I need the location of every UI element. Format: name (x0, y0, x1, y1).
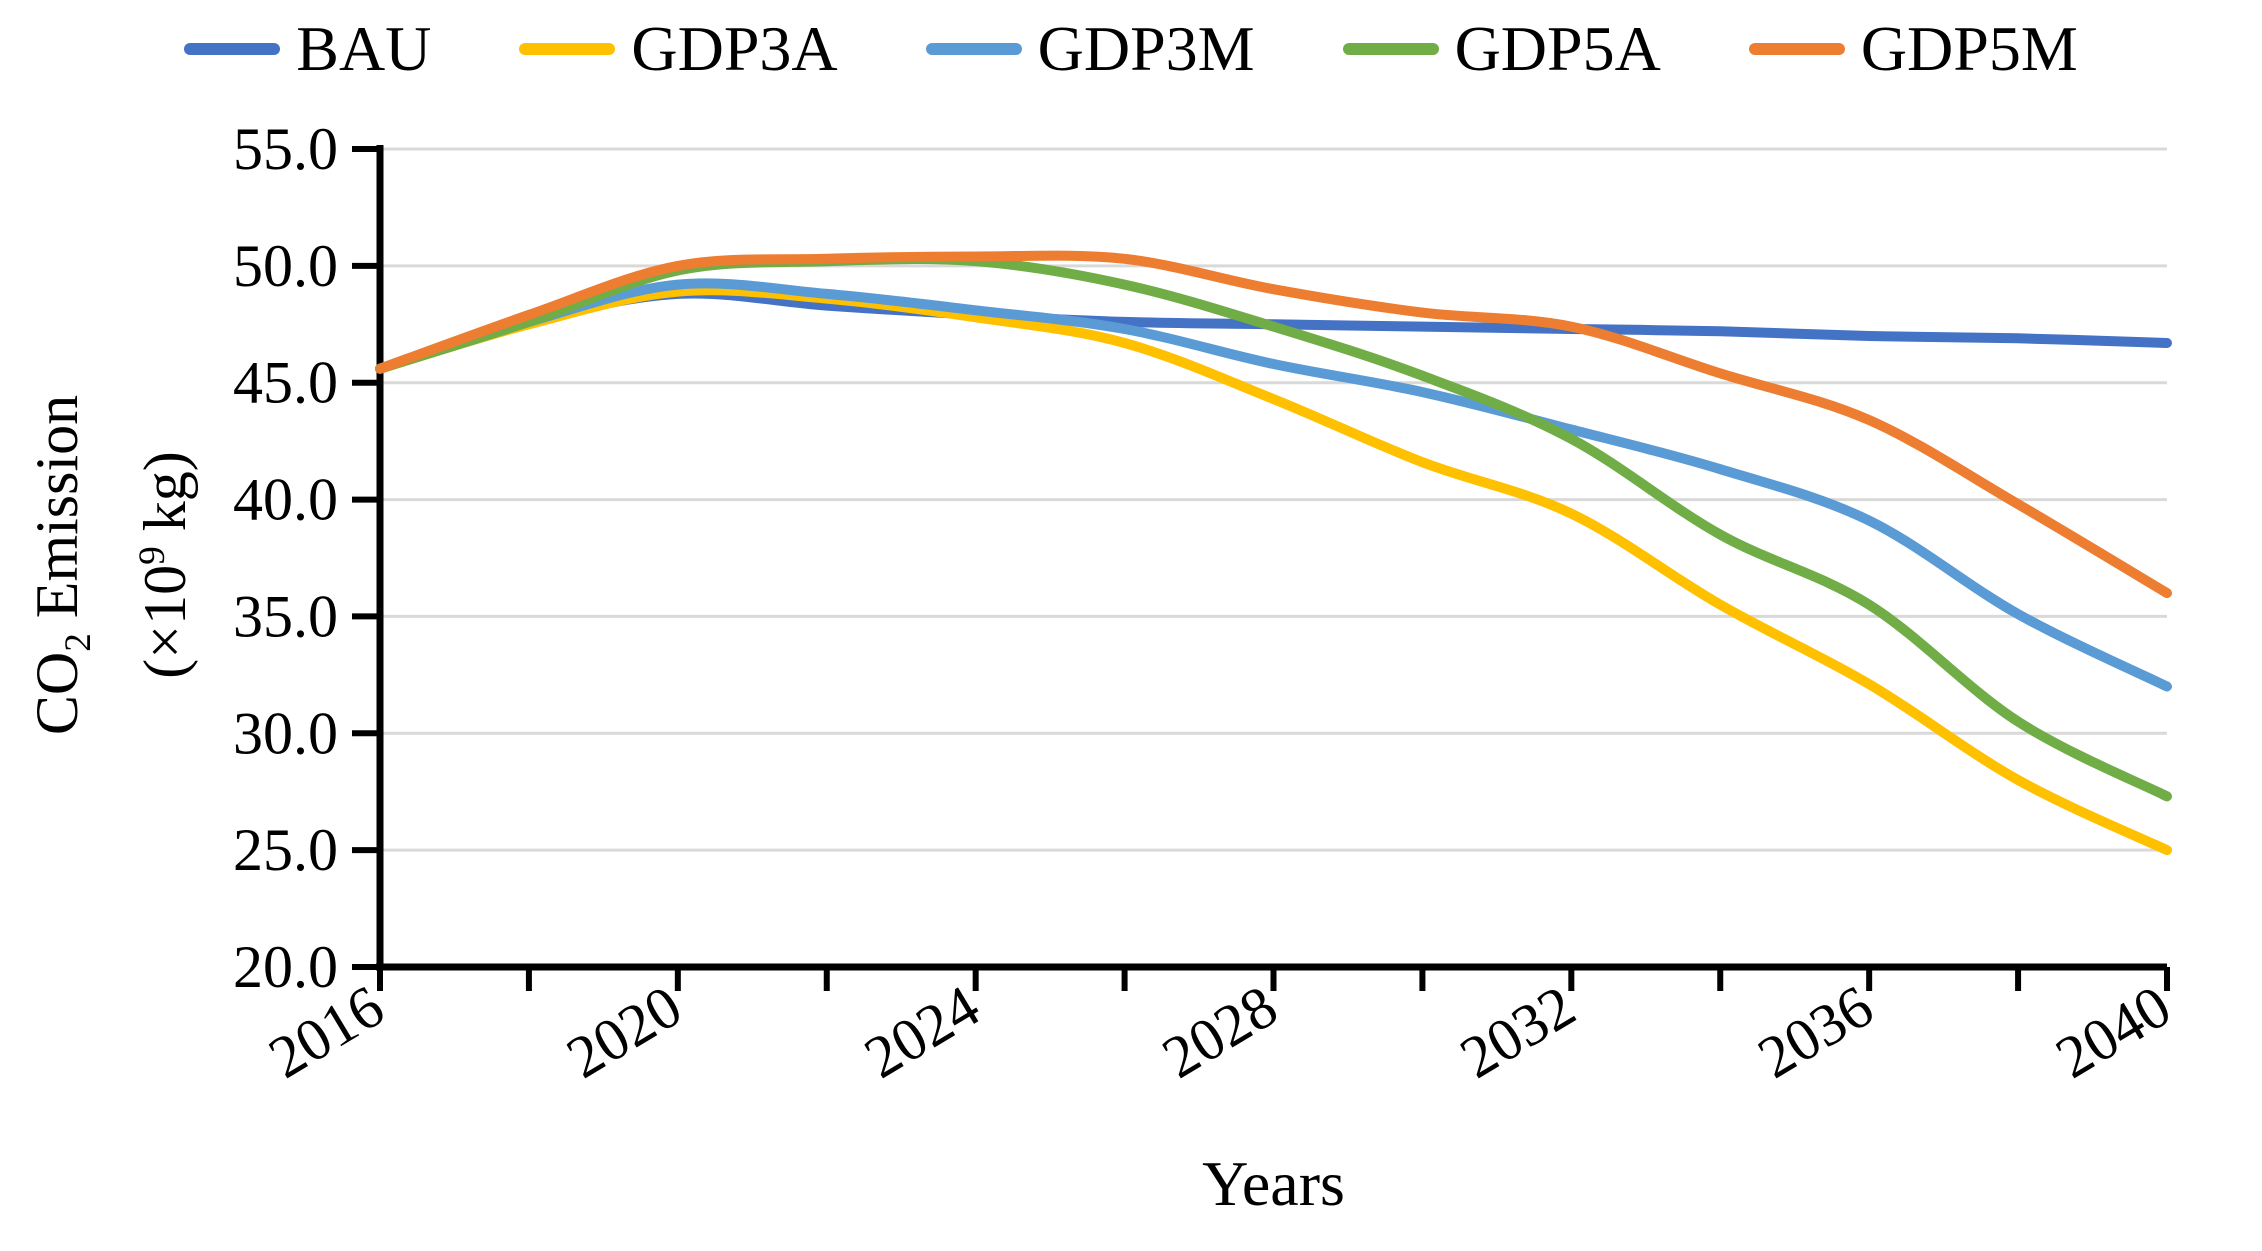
x-tick-label: 2028 (1151, 973, 1288, 1091)
y-tick-label: 35.0 (233, 583, 338, 649)
legend-item-GDP3M: GDP3M (925, 13, 1255, 84)
x-tick-label: 2036 (1747, 973, 1884, 1091)
legend-item-GDP3A: GDP3A (519, 13, 838, 84)
legend-line-swatch-GDP5A (1342, 43, 1439, 55)
legend-label-GDP3M: GDP3M (1037, 13, 1255, 84)
series-line-GDP3M (375, 278, 2172, 692)
y-axis-title: CO2 Emission (×109 kg) (20, 185, 198, 945)
legend-item-GDP5A: GDP5A (1342, 13, 1661, 84)
x-axis-title: Years (1202, 1148, 1345, 1219)
legend-label-GDP5M: GDP5M (1860, 13, 2078, 84)
legend-item-GDP5M: GDP5M (1748, 13, 2078, 84)
y-tick-label: 55.0 (233, 116, 338, 182)
co2-subscript: 2 (58, 633, 99, 652)
legend-line-swatch-GDP5M (1748, 43, 1845, 55)
y-axis-title-line1: CO2 Emission (24, 394, 99, 736)
legend-line-swatch-GDP3M (925, 43, 1022, 55)
x-tick-label: 2032 (1449, 973, 1586, 1091)
x-tick-label: 2020 (556, 973, 693, 1091)
legend-line-swatch-GDP3A (519, 43, 616, 55)
y-axis-title-line2: (×109 kg) (132, 451, 198, 679)
y-tick-label: 20.0 (233, 934, 338, 1000)
legend-label-BAU: BAU (296, 13, 432, 84)
series-line-GDP3A (375, 285, 2172, 856)
legend-line-swatch-BAU (184, 43, 281, 55)
y-tick-label: 40.0 (233, 467, 338, 533)
legend-label-GDP5A: GDP5A (1454, 13, 1661, 84)
chart-legend: BAU GDP3A GDP3M GDP5A GDP5M (0, 6, 2262, 92)
legend-label-GDP3A: GDP3A (631, 13, 838, 84)
y-tick-label: 50.0 (233, 233, 338, 299)
y-tick-label: 30.0 (233, 700, 338, 766)
exponent-superscript: 9 (132, 546, 173, 565)
legend-item-BAU: BAU (184, 17, 431, 81)
x-tick-label: 2024 (854, 973, 991, 1091)
series-line-GDP5M (375, 250, 2172, 599)
y-tick-label: 45.0 (233, 350, 338, 416)
x-tick-label: 2040 (2045, 973, 2182, 1091)
y-tick-label: 25.0 (233, 817, 338, 883)
